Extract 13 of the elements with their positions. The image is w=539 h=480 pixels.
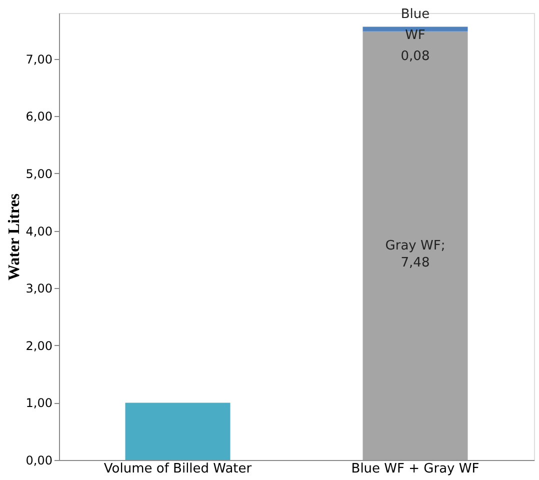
x-tick-label: Blue WF + Gray WF (351, 462, 480, 476)
y-tick-label: 4,00 (26, 224, 52, 238)
y-tick-label: 2,00 (26, 338, 52, 353)
y-tick-label: 3,00 (26, 282, 52, 296)
y-tick-label: 5,00 (26, 166, 52, 181)
y-tick-label: 0,00 (26, 454, 52, 468)
x-tick-label: Volume of Billed Water (104, 462, 252, 476)
y-axis-title: Water Litres (6, 194, 23, 280)
data-label: Gray WF; 7,48 (385, 238, 446, 271)
data-label: Blue WF 0,08 (400, 6, 430, 64)
y-tick-label: 1,00 (26, 396, 52, 410)
y-tick-label: 7,00 (26, 52, 52, 66)
y-tick-label: 6,00 (26, 110, 52, 124)
